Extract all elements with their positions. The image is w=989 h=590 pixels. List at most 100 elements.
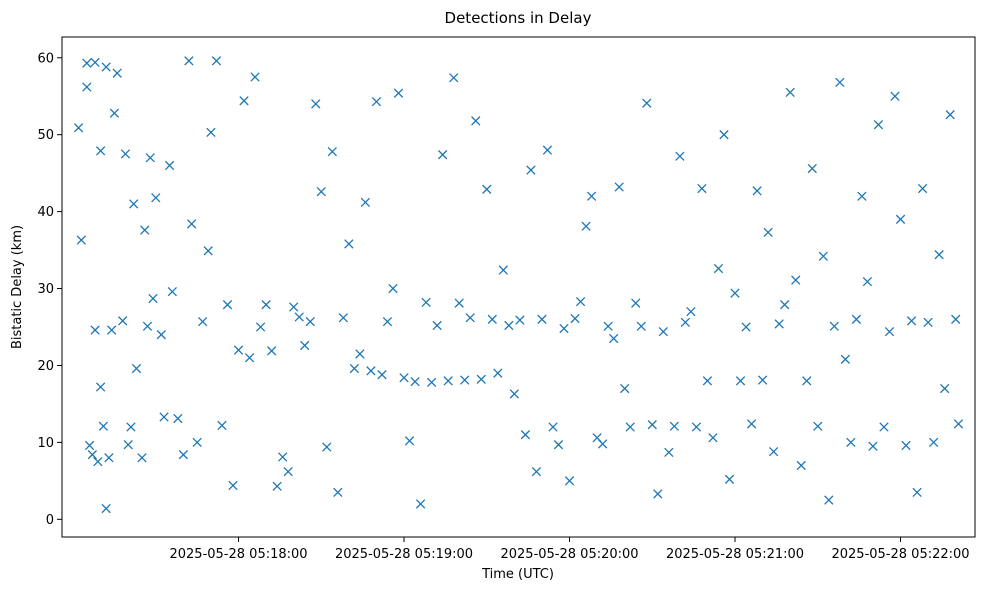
data-point bbox=[564, 476, 575, 486]
data-point bbox=[879, 422, 889, 432]
data-point bbox=[482, 184, 492, 194]
data-point bbox=[93, 456, 103, 467]
data-point bbox=[421, 297, 431, 308]
data-point bbox=[393, 88, 404, 98]
x-tick-label: 2025-05-28 05:20:00 bbox=[500, 547, 638, 562]
data-point bbox=[250, 72, 260, 82]
data-point bbox=[222, 300, 233, 310]
data-point bbox=[498, 265, 508, 275]
data-point bbox=[437, 150, 448, 160]
data-point bbox=[796, 460, 806, 471]
data-point bbox=[140, 225, 150, 235]
data-point bbox=[294, 312, 304, 322]
data-point bbox=[708, 433, 718, 443]
data-point bbox=[658, 326, 668, 337]
data-point bbox=[697, 183, 707, 194]
data-point bbox=[636, 321, 646, 331]
y-axis-label: Bistatic Delay (km) bbox=[10, 225, 25, 349]
data-point bbox=[109, 108, 120, 118]
data-point bbox=[98, 421, 109, 431]
data-point bbox=[542, 145, 553, 155]
data-point bbox=[399, 373, 409, 383]
data-point bbox=[504, 320, 514, 331]
data-point bbox=[131, 363, 142, 374]
data-point bbox=[460, 375, 470, 385]
data-point bbox=[261, 300, 271, 310]
data-point bbox=[454, 298, 464, 308]
data-point bbox=[217, 420, 227, 431]
data-point bbox=[520, 430, 531, 440]
data-point bbox=[757, 375, 768, 385]
data-point bbox=[233, 345, 244, 355]
data-point bbox=[404, 436, 415, 446]
data-point bbox=[570, 313, 580, 324]
data-point bbox=[449, 73, 459, 83]
data-point bbox=[807, 163, 817, 174]
x-tick-label: 2025-05-28 05:21:00 bbox=[666, 547, 804, 562]
data-point bbox=[289, 302, 299, 312]
data-point bbox=[151, 193, 161, 203]
data-point bbox=[355, 349, 365, 359]
data-point bbox=[642, 98, 652, 108]
y-tick-label: 0 bbox=[46, 513, 54, 528]
data-point bbox=[272, 481, 282, 491]
data-point bbox=[142, 321, 153, 331]
data-point bbox=[526, 165, 536, 175]
data-point bbox=[917, 183, 928, 194]
data-point bbox=[206, 127, 216, 138]
data-point bbox=[283, 466, 293, 477]
data-point bbox=[305, 316, 315, 327]
data-point bbox=[680, 317, 691, 328]
data-point bbox=[741, 322, 751, 332]
data-point bbox=[278, 452, 288, 462]
data-point bbox=[255, 322, 266, 332]
data-point bbox=[906, 316, 917, 326]
data-point bbox=[939, 383, 950, 394]
data-point bbox=[912, 487, 922, 498]
data-point bbox=[873, 120, 884, 130]
data-point bbox=[90, 325, 100, 335]
data-point bbox=[620, 383, 630, 394]
data-point bbox=[184, 56, 194, 66]
data-point bbox=[763, 227, 773, 238]
data-point bbox=[653, 489, 663, 499]
data-point bbox=[101, 62, 111, 72]
data-point bbox=[471, 116, 481, 126]
data-point bbox=[531, 466, 542, 477]
data-point bbox=[846, 437, 856, 448]
data-point bbox=[82, 58, 92, 68]
data-point bbox=[625, 422, 635, 432]
data-point bbox=[824, 495, 834, 505]
data-point bbox=[159, 412, 169, 422]
data-point bbox=[192, 437, 202, 448]
data-point bbox=[553, 440, 564, 450]
data-point bbox=[211, 56, 222, 66]
data-point bbox=[349, 363, 360, 374]
data-point bbox=[382, 316, 393, 327]
data-point bbox=[818, 251, 828, 261]
data-point bbox=[609, 333, 619, 344]
data-point bbox=[101, 503, 111, 514]
data-point bbox=[300, 340, 310, 351]
x-tick-label: 2025-05-28 05:22:00 bbox=[831, 547, 969, 562]
data-point bbox=[239, 96, 249, 106]
data-point bbox=[586, 191, 597, 201]
data-point bbox=[203, 246, 213, 256]
data-point bbox=[509, 389, 520, 399]
data-point bbox=[746, 419, 757, 429]
data-point bbox=[752, 186, 762, 196]
x-tick-label: 2025-05-28 05:19:00 bbox=[335, 547, 473, 562]
data-point bbox=[322, 442, 332, 452]
y-tick-label: 10 bbox=[37, 436, 54, 451]
data-point bbox=[95, 382, 106, 392]
data-point bbox=[244, 353, 255, 363]
x-axis-label: Time (UTC) bbox=[481, 567, 554, 582]
data-point bbox=[768, 446, 779, 457]
data-point bbox=[338, 313, 349, 323]
data-point bbox=[137, 453, 147, 463]
data-point bbox=[923, 317, 933, 328]
data-point bbox=[884, 326, 895, 337]
data-point bbox=[785, 87, 795, 98]
chart-title: Detections in Delay bbox=[445, 9, 592, 27]
data-point bbox=[76, 235, 86, 245]
